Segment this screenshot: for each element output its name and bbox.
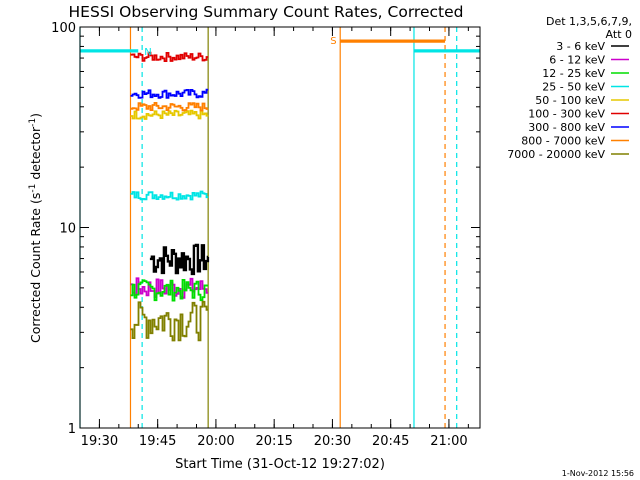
y-tick-label: 100: [51, 21, 76, 36]
flag-label-N: N: [144, 47, 151, 58]
legend-item-label: 12 - 25 keV: [542, 67, 605, 80]
x-tick-label: 20:00: [197, 434, 234, 449]
legend-header: Att 0: [606, 28, 632, 41]
series-300-800keV-kev-trace: [130, 88, 209, 99]
y-axis-title: Corrected Count Rate (s-1 detector-1): [28, 113, 43, 343]
axes: 19:30 19:45 20:00 20:15 20:30 20:45 21:00 1 10 10…: [51, 21, 481, 449]
series-7000-20000keV-kev-trace: [130, 300, 209, 342]
x-tick-label: 19:45: [139, 434, 176, 449]
legend-item-label: 7000 - 20000 keV: [507, 148, 605, 161]
series-100-300keV-kev-trace: [130, 51, 209, 62]
chart-title: HESSI Observing Summary Count Rates, Cor…: [69, 3, 464, 21]
plot-frame: [79, 26, 481, 429]
legend-item-label: 300 - 800 keV: [528, 121, 605, 134]
x-axis-label: Start Time (31-Oct-12 19:27:02): [175, 457, 385, 472]
x-tick-label: 20:30: [314, 434, 351, 449]
legend-item-label: 100 - 300 keV: [528, 108, 605, 121]
x-tick-label: 19:30: [81, 434, 118, 449]
footer-timestamp: 1-Nov-2012 15:56: [562, 469, 634, 478]
event-markers: [79, 27, 458, 428]
series-12-25keV-kev-trace: [130, 279, 209, 302]
y-axis-label: Corrected Count Rate (s-1 detector-1): [28, 113, 43, 343]
y-tick-label: 10: [59, 222, 76, 237]
x-tick-label: 20:15: [255, 434, 292, 449]
y-tick-label: 1: [68, 422, 76, 437]
x-tick-label: 21:00: [430, 434, 467, 449]
legend-item-label: 6 - 12 keV: [549, 54, 605, 67]
flag-label-S: S: [330, 36, 336, 47]
legend-item-label: 50 - 100 keV: [535, 94, 605, 107]
legend-item-label: 3 - 6 keV: [556, 40, 605, 53]
series-25-50keV-kev-trace: [130, 190, 209, 201]
legend-header: Det 1,3,5,6,7,9,: [546, 15, 632, 28]
legend-item-label: 25 - 50 keV: [542, 81, 605, 94]
series-800-7000keV-kev-trace: [130, 102, 209, 112]
flag-bars: NS: [80, 36, 480, 58]
legend-item-label: 800 - 7000 keV: [521, 135, 605, 148]
series-50-100keV-kev-trace: [130, 109, 209, 120]
series-3-6keV-kev-trace: [149, 243, 210, 276]
x-tick-label: 20:45: [372, 434, 409, 449]
series-layer: [130, 51, 210, 342]
